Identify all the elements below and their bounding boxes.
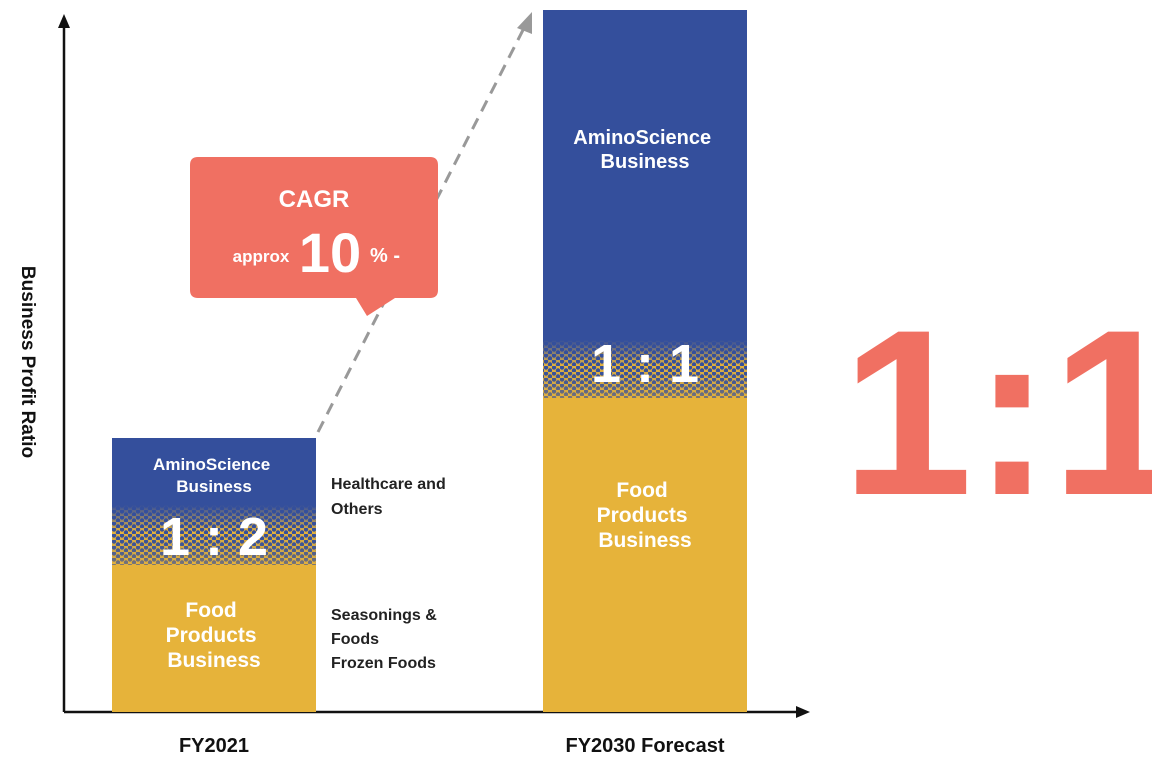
- y-axis-label: Business Profit Ratio: [17, 266, 38, 458]
- bar-bottom-segment: [543, 398, 747, 712]
- segment-label: AminoScience Business: [573, 127, 716, 173]
- bar-top-segment: [543, 10, 747, 340]
- side-label: Seasonings & Foods Frozen Foods: [331, 607, 441, 672]
- segment-label: Food Products Business: [166, 599, 263, 672]
- callout-suffix: % -: [370, 245, 400, 267]
- x-axis-arrow: [796, 706, 810, 718]
- ratio-label: 1 : 2: [160, 507, 268, 567]
- x-label: FY2030 Forecast: [566, 735, 725, 757]
- bar-bottom-segment: [112, 565, 316, 712]
- bar-transition-fade: [112, 505, 316, 565]
- segment-label: Food Products Business: [597, 479, 694, 552]
- callout-prefix: approx: [233, 247, 290, 266]
- callout-title: CAGR: [279, 186, 350, 213]
- side-label: Healthcare and Others: [331, 476, 450, 518]
- big-ratio: 1:1: [841, 281, 1152, 545]
- bar-transition-fade: [543, 340, 747, 398]
- x-label: FY2021: [179, 735, 249, 757]
- growth-arrow-head: [517, 12, 532, 34]
- callout-value: 10: [299, 221, 361, 284]
- bar-top-segment: [112, 438, 316, 505]
- ratio-label: 1 : 1: [591, 334, 699, 394]
- callout-box: [190, 157, 438, 316]
- y-axis-arrow: [58, 14, 70, 28]
- segment-label: AminoScience Business: [153, 455, 275, 496]
